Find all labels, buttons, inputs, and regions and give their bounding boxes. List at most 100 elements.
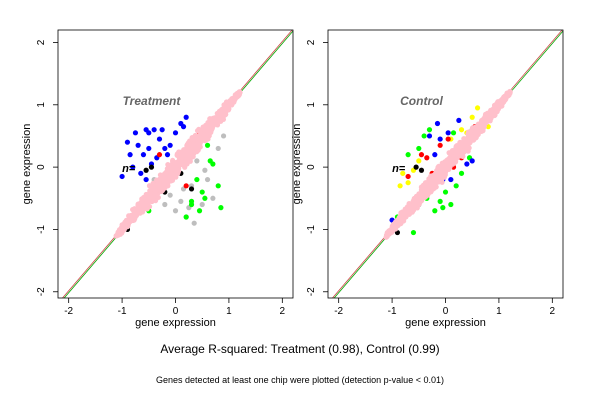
panel-title: Control [400,94,443,108]
y-tick-label: 0 [306,164,317,170]
blue-point [135,142,141,148]
pink-point [164,166,170,172]
yellow-point [485,124,491,130]
red-point [156,152,163,158]
pink-point [141,194,147,201]
blue-point [156,136,163,142]
green-point [426,127,433,133]
pink-point [402,206,408,212]
treatment-panel: -2 -1 0 1 2 -2 -1 0 1 2 gene expression gene expres… [21,29,294,329]
green-point [207,158,213,164]
blue-point [146,145,152,152]
x-tick-label: 0 [173,306,179,317]
pink-point [474,128,481,135]
blue-point [164,152,171,158]
green-point [194,176,200,183]
pink-point [205,130,211,136]
pink-point [487,118,493,124]
r-squared-summary: Average R-squared: Treatment (0.98), Con… [160,342,440,356]
grey-point [162,201,168,208]
pink-point [141,202,147,209]
x-tick-label: 1 [496,306,502,317]
x-tick-label: 2 [280,306,286,317]
green-point [218,205,224,211]
green-point [421,133,427,139]
pink-point [216,110,223,116]
pink-point [203,135,209,141]
pink-point [439,173,446,179]
y-tick-label: 2 [306,39,317,45]
pink-point [386,230,392,236]
blue-point [159,127,165,133]
pink-point [200,126,206,132]
grey-point [202,167,208,173]
x-tick-label: 1 [226,306,232,317]
pink-point [154,194,160,200]
pink-point [209,121,215,127]
x-axis-label: gene expression [405,317,486,329]
yellow-point [469,114,475,120]
yellow-point [397,183,403,189]
red-point [418,152,425,158]
green-point [442,189,449,195]
blue-point [464,161,470,167]
green-point [416,145,422,152]
blue-point [143,176,149,183]
blue-point [437,136,443,142]
pink-point [187,155,193,162]
pink-point [498,99,504,106]
blue-point [432,152,438,158]
pink-point [236,90,242,96]
pink-point [466,145,472,151]
grey-point [204,176,211,183]
detection-footnote: Genes detected at least one chip were pl… [156,375,444,385]
pink-point [450,159,456,166]
black-point [143,167,149,173]
grey-point [220,133,227,139]
x-tick-label: 0 [443,306,449,317]
pink-point [194,142,200,148]
y-axis-label: gene expression [21,124,33,205]
green-point [204,142,211,148]
pink-point [224,107,230,113]
pink-point [146,183,153,189]
red-point [405,173,411,180]
pink-point [454,143,460,149]
pink-point [146,194,152,200]
pink-point [411,199,417,205]
x-axis-label: gene expression [135,317,216,329]
x-tick-label: -1 [388,306,397,317]
green-point [453,183,459,189]
green-point [437,198,443,204]
green-point [450,130,457,136]
blue-point [124,139,131,145]
black-point [413,164,419,170]
pink-point [427,176,433,182]
pink-point [416,191,422,197]
pink-point [434,171,441,177]
panel-title: Treatment [123,94,182,108]
pink-point [484,110,491,116]
pink-point [201,131,207,137]
pink-point [463,141,469,148]
y-tick-label: 2 [36,39,47,45]
green-point [199,189,205,195]
grey-point [199,201,205,208]
pink-point [418,187,425,193]
pink-point [146,198,152,204]
black-point [188,186,195,192]
blue-point [180,124,187,130]
y-tick-label: -1 [36,225,47,234]
blue-point [469,158,475,164]
grey-point [215,145,221,152]
pink-point [159,187,166,193]
blue-point [143,127,149,133]
blue-point [167,142,173,148]
yellow-point [474,105,481,111]
control-panel: -2 -1 0 1 2 -2 -1 0 1 2 gene expression gene expres… [291,29,564,329]
pink-point [442,167,448,173]
y-tick-label: 1 [306,102,317,108]
red-point [424,155,430,161]
yellow-point [416,158,422,164]
grey-point [172,208,179,214]
